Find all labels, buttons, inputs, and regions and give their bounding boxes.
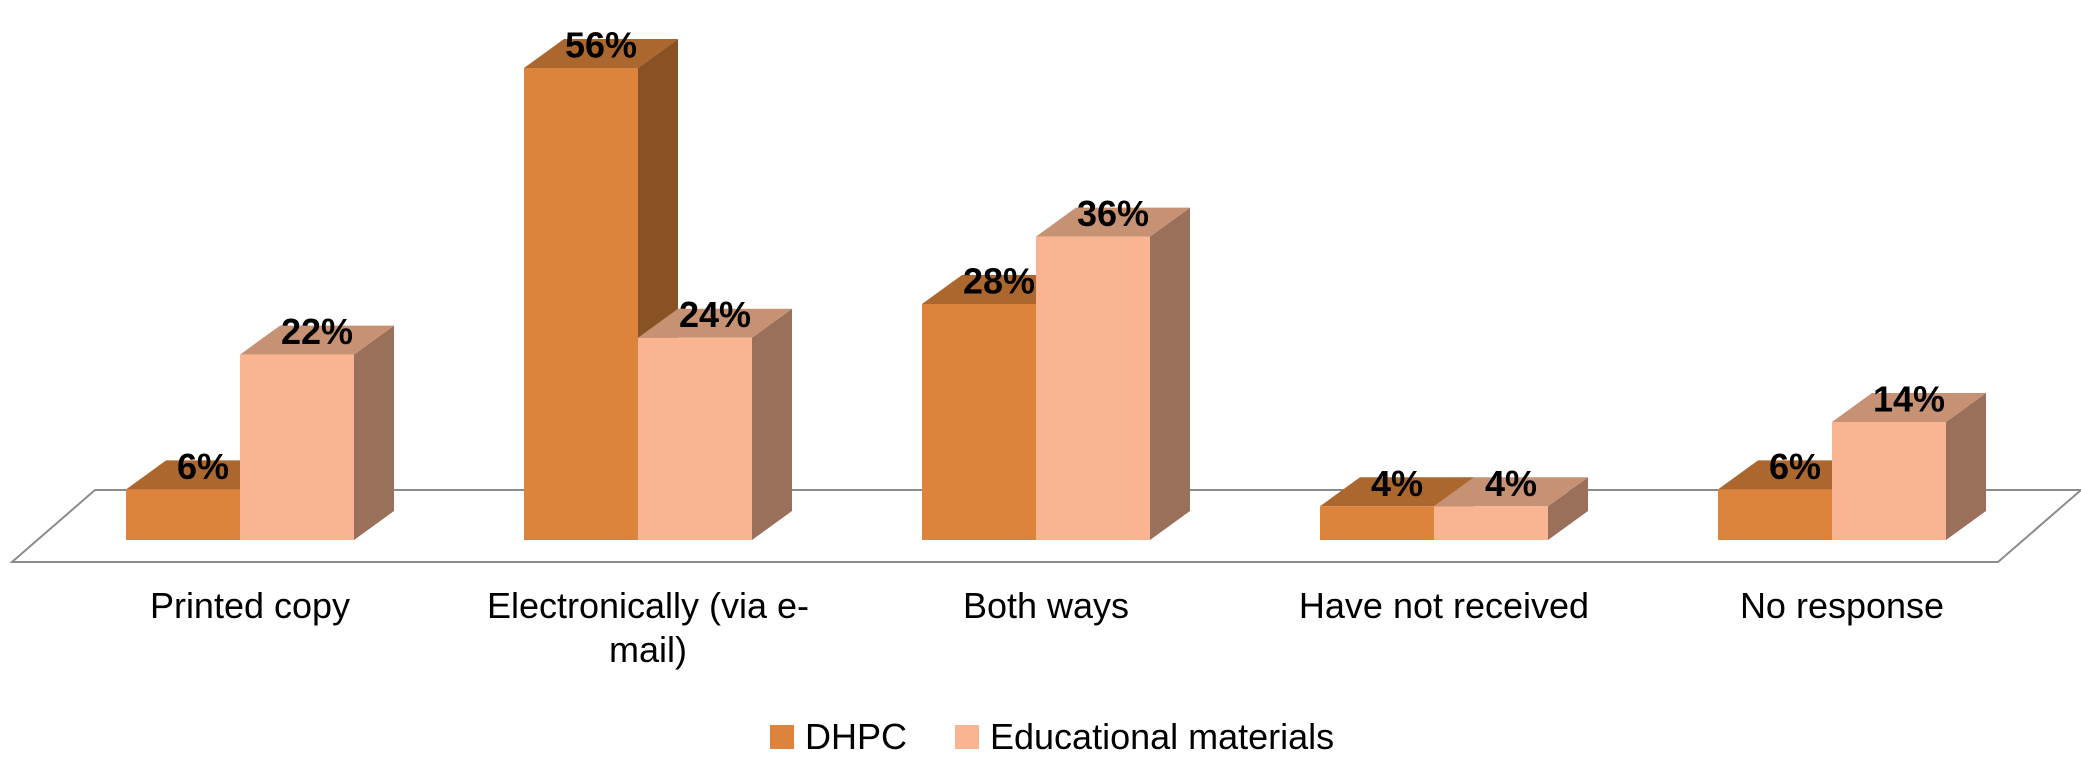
data-label: 4% [1485, 463, 1537, 504]
data-label: 6% [177, 446, 229, 487]
bar-side [1150, 207, 1190, 541]
category-label: Have not received [1299, 585, 1589, 626]
data-label: 36% [1077, 193, 1149, 234]
bar-front [1320, 506, 1434, 540]
bar-educational-materials-1 [638, 308, 792, 540]
legend-item-dhpc: DHPC [770, 716, 907, 757]
bar-front [240, 354, 354, 540]
bar-side [752, 308, 792, 540]
category-label: No response [1740, 585, 1944, 626]
category-label: Electronically (via e-mail) [487, 585, 809, 670]
legend-label: Educational materials [990, 716, 1334, 757]
category-label: Both ways [963, 585, 1129, 626]
category-label: Printed copy [150, 585, 350, 626]
legend-swatch [770, 725, 794, 749]
bar-top [1434, 477, 1588, 507]
bar-front [1036, 236, 1150, 541]
bar-educational-materials-2 [1036, 207, 1190, 541]
legend-item-educational-materials: Educational materials [955, 716, 1334, 757]
bar-top [1320, 477, 1474, 507]
bar-front [524, 68, 638, 540]
bar-top [524, 39, 678, 68]
legend-swatch [955, 725, 979, 749]
bar-front [126, 489, 240, 540]
legend-label: DHPC [805, 716, 907, 757]
bar-side [1946, 393, 1986, 540]
bar-front [638, 337, 752, 540]
bar-front [922, 304, 1036, 540]
data-label: 14% [1873, 379, 1945, 420]
data-label: 6% [1769, 446, 1821, 487]
bar-front [1832, 422, 1946, 540]
data-label: 28% [963, 261, 1035, 302]
bar-educational-materials-3 [1434, 477, 1588, 540]
bar-top [240, 325, 394, 355]
bar-educational-materials-4 [1832, 393, 1986, 540]
data-label: 4% [1371, 463, 1423, 504]
bar-top [1832, 393, 1986, 422]
bar-top [1036, 207, 1190, 237]
bar-side [1548, 477, 1588, 540]
data-label: 24% [679, 294, 751, 335]
bar-front [1434, 506, 1548, 540]
bar-top [638, 308, 792, 338]
bar-side [354, 325, 394, 540]
data-label: 56% [565, 25, 637, 66]
data-label: 22% [281, 311, 353, 352]
bar-educational-materials-0 [240, 325, 394, 540]
bar-front [1718, 489, 1832, 540]
